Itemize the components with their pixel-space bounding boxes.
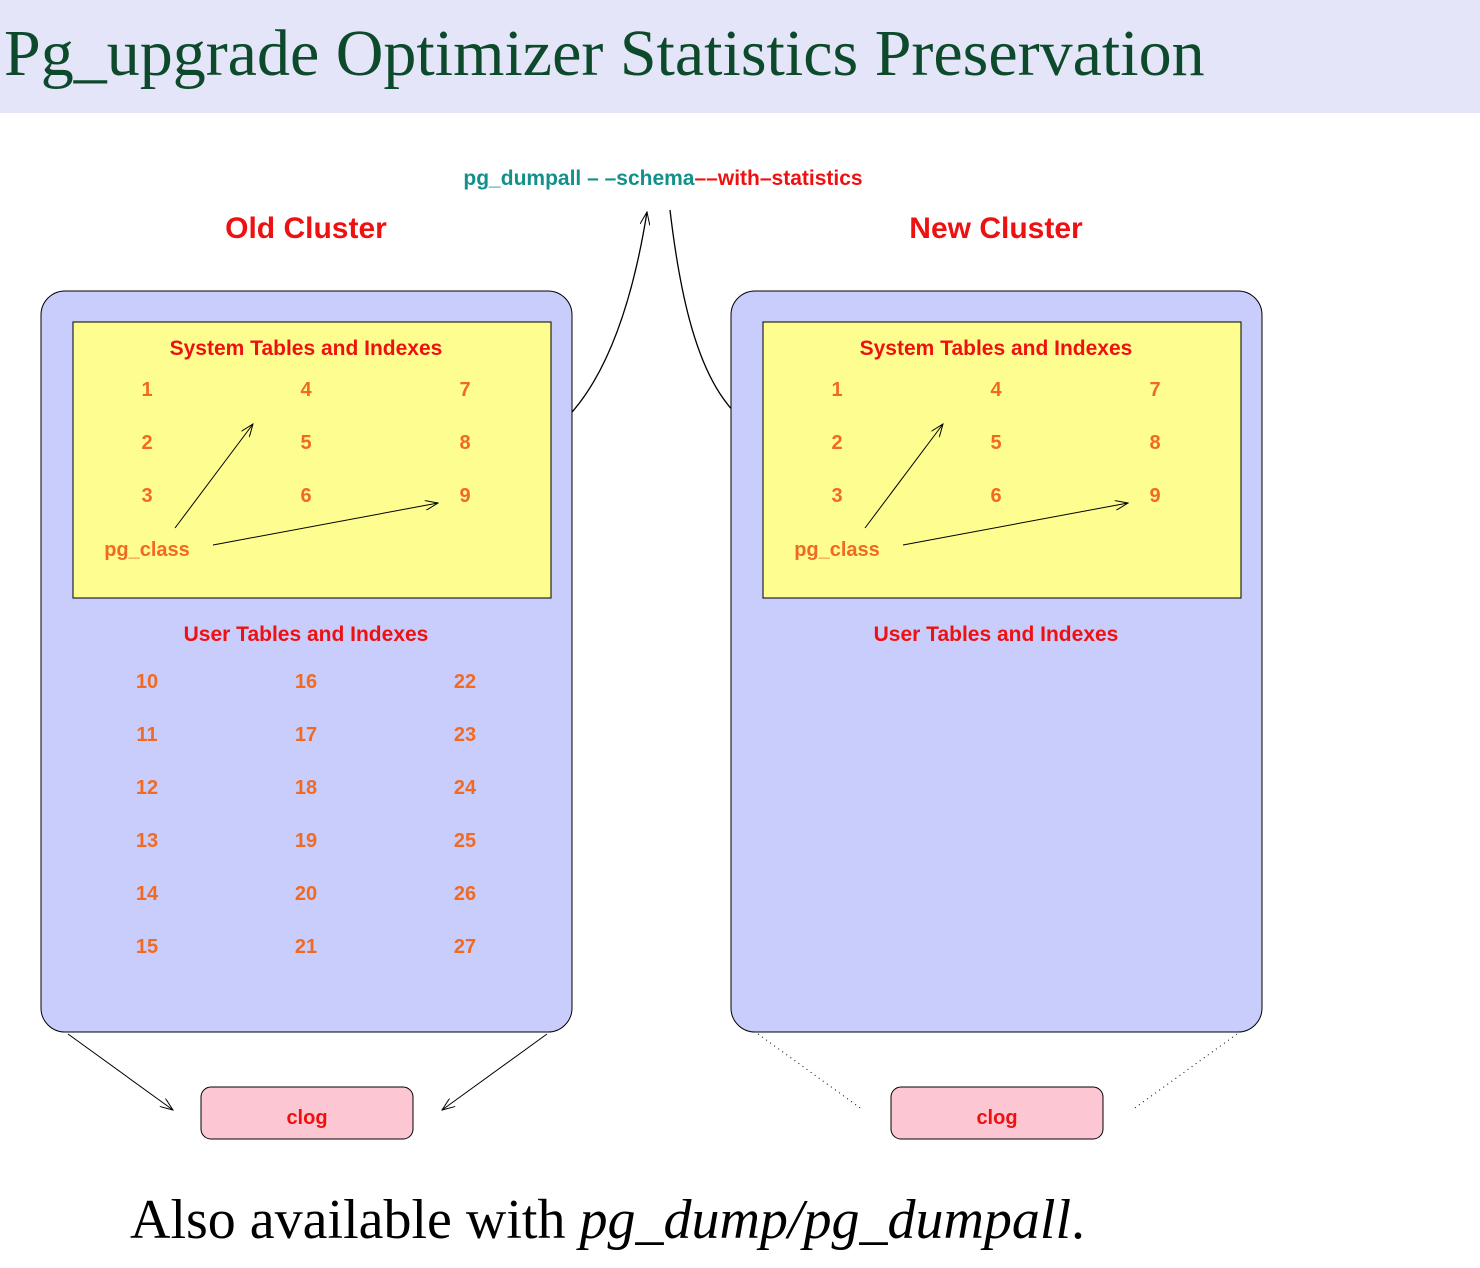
user-item: 11 [136,724,157,746]
system-item: 5 [300,432,311,454]
clog-link [757,1033,864,1111]
user-item: 13 [136,830,158,852]
footer-emphasis: pg_dump/pg_dumpall [575,1189,1071,1251]
user-item: 24 [454,777,477,799]
system-item: 7 [459,379,470,401]
system-item: 5 [990,432,1001,454]
arrow [212,503,438,546]
system-label: System Tables and Indexes [170,337,443,360]
system-item: 8 [1149,432,1160,454]
cluster-label: Old Cluster [225,212,387,245]
user-item: 14 [136,883,159,905]
user-item: 20 [295,883,317,905]
footer-text: Also available with [130,1189,579,1251]
system-item: 9 [1149,485,1160,507]
footer: Also available with pg_dump/pg_dumpall. [130,1189,1085,1251]
user-item: 15 [136,936,158,958]
user-item: 18 [295,777,317,799]
user-item: 21 [295,936,317,958]
user-label: User Tables and Indexes [184,623,429,646]
system-item: 1 [141,379,152,401]
user-item: 12 [136,777,158,799]
clog-label: clog [976,1107,1017,1129]
system-item: 3 [831,485,842,507]
command: pg_dumpall – –schema––with–statistics [463,167,862,190]
system-item: 6 [300,485,311,507]
user-item: 10 [136,671,158,693]
user-item: 22 [454,671,476,693]
title-band [0,0,1480,113]
footer-end: . [1071,1189,1085,1251]
user-label: User Tables and Indexes [874,623,1119,646]
user-item: 16 [295,671,317,693]
catalog-label: pg_class [794,539,880,561]
arrow [864,424,943,529]
system-item: 7 [1149,379,1160,401]
user-item: 23 [454,724,476,746]
system-item: 2 [141,432,152,454]
clog-box [200,1086,414,1140]
system-box [762,321,1242,599]
system-label: System Tables and Indexes [860,337,1133,360]
clog-link [67,1033,173,1110]
command-part: ––with–statistics [695,167,863,190]
user-item: 25 [454,830,476,852]
system-item: 4 [300,379,312,401]
system-item: 2 [831,432,842,454]
arrow [902,503,1128,546]
user-item: 27 [454,936,476,958]
catalog-label: pg_class [104,539,190,561]
arrow [174,424,253,529]
user-item: 17 [295,724,317,746]
system-item: 6 [990,485,1001,507]
user-item: 19 [295,830,317,852]
clog-link [1131,1033,1238,1111]
command-part: pg_dumpall – –schema [463,167,694,190]
system-item: 8 [459,432,470,454]
system-item: 3 [141,485,152,507]
clog-link [442,1033,548,1110]
system-item: 9 [459,485,470,507]
title: Pg_upgrade Optimizer Statistics Preserva… [4,17,1205,90]
user-item: 26 [454,883,476,905]
system-box [72,321,552,599]
system-item: 4 [990,379,1002,401]
clog-box [890,1086,1104,1140]
clog-label: clog [286,1107,327,1129]
system-item: 1 [831,379,842,401]
cluster-label: New Cluster [909,212,1083,245]
